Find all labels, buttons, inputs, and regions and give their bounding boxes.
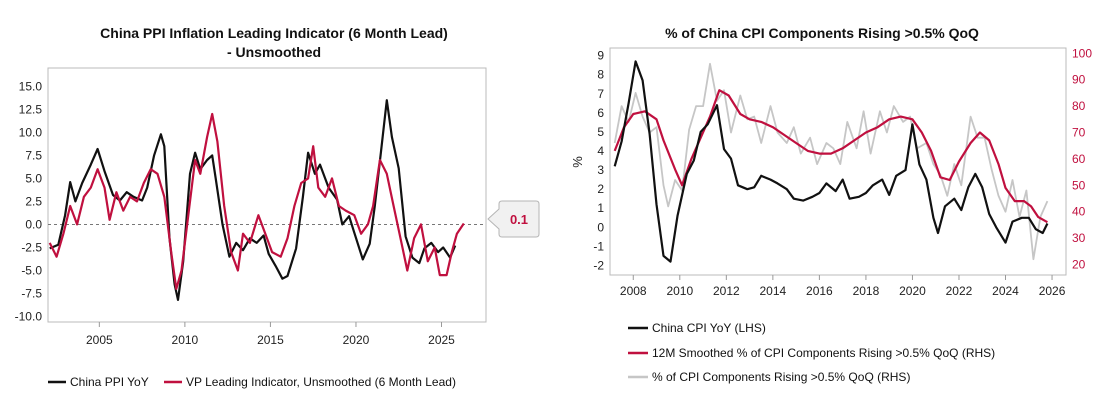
right-x-tick-label: 2016: [806, 284, 833, 298]
left-chart: China PPI Inflation Leading Indicator (6…: [15, 25, 540, 389]
right-x-tick-label: 2012: [713, 284, 740, 298]
right-chart: % of China CPI Components Rising >0.5% Q…: [570, 25, 1092, 384]
right-chart-right-y-tick-label: 40: [1072, 205, 1086, 219]
right-x-tick-label: 2010: [666, 284, 693, 298]
legend-label-vp: VP Leading Indicator, Unsmoothed (6 Mont…: [186, 375, 456, 389]
series-line-cpi-yoy: [613, 60, 1049, 263]
left-x-axis: 2005 2010 2015 2020 2025: [86, 322, 455, 347]
left-y-tick-label: 5.0: [25, 171, 42, 185]
left-x-tick-label: 2025: [428, 333, 455, 347]
left-y-axis: 15.0 12.5 10.0 7.5 5.0 2.5 0.0 -2.5 -5.0 -7.5 -10.…: [15, 79, 43, 323]
right-right-y-axis: 100 90 80 70 60 50 40 30 20: [1072, 46, 1092, 271]
right-chart-title: % of China CPI Components Rising >0.5% Q…: [665, 25, 979, 41]
right-x-tick-label: 2024: [992, 284, 1019, 298]
legend-label-raw: % of CPI Components Rising >0.5% QoQ (RH…: [652, 370, 910, 384]
right-chart-left-y-tick-label: 7: [597, 87, 604, 101]
right-x-axis: 2008 2010 2012 2014 2016 2018 2020 2022 2024 2026: [620, 275, 1066, 298]
right-chart-left-y-tick-label: 3: [597, 163, 604, 177]
right-chart-left-y-tick-label: -2: [593, 258, 604, 272]
right-chart-right-y-tick-label: 20: [1072, 257, 1086, 271]
right-chart-left-y-tick-label: 2: [597, 182, 604, 196]
right-x-tick-label: 2008: [620, 284, 647, 298]
left-series-group: [48, 99, 465, 301]
left-x-tick-label: 2015: [257, 333, 284, 347]
left-x-tick-label: 2020: [343, 333, 370, 347]
right-chart-right-y-tick-label: 100: [1072, 46, 1092, 60]
right-chart-right-y-tick-label: 80: [1072, 99, 1086, 113]
series-line-ppi: [49, 99, 457, 301]
right-y-axis-label: %: [570, 156, 585, 168]
right-x-tick-label: 2026: [1039, 284, 1066, 298]
right-chart-right-y-tick-label: 90: [1072, 73, 1086, 87]
series-line-smoothed-components: [613, 89, 1048, 224]
right-chart-right-y-tick-label: 30: [1072, 231, 1086, 245]
left-y-tick-label: -2.5: [21, 240, 42, 254]
legend-label-ppi: China PPI YoY: [70, 375, 149, 389]
right-legend: China CPI YoY (LHS) 12M Smoothed % of CP…: [628, 321, 995, 384]
legend-label-smoothed: 12M Smoothed % of CPI Components Rising …: [652, 346, 995, 360]
left-x-tick-label: 2005: [86, 333, 113, 347]
left-y-tick-label: -10.0: [15, 309, 43, 323]
right-chart-right-y-tick-label: 70: [1072, 125, 1086, 139]
legend-label-cpi: China CPI YoY (LHS): [652, 321, 766, 335]
left-y-tick-label: 2.5: [25, 194, 42, 208]
right-series-group: [613, 60, 1049, 263]
right-chart-left-y-tick-label: 6: [597, 106, 604, 120]
left-legend: China PPI YoY VP Leading Indicator, Unsm…: [48, 375, 456, 389]
left-plot-frame: [47, 67, 487, 323]
series-line-raw-components: [613, 62, 1049, 261]
right-chart-right-y-tick-label: 50: [1072, 178, 1086, 192]
left-chart-title-line2: - Unsmoothed: [227, 44, 321, 60]
right-chart-left-y-tick-label: 5: [597, 125, 604, 139]
left-y-tick-label: -7.5: [21, 286, 42, 300]
right-x-tick-label: 2018: [853, 284, 880, 298]
left-y-tick-label: 0.0: [25, 217, 42, 231]
right-x-tick-label: 2014: [760, 284, 787, 298]
right-x-tick-label: 2020: [899, 284, 926, 298]
left-y-tick-label: 15.0: [19, 79, 43, 93]
value-callout-box: [487, 200, 540, 238]
right-chart-left-y-tick-label: 0: [597, 220, 604, 234]
series-line-vp-indicator: [48, 112, 465, 290]
left-y-tick-label: -5.0: [21, 263, 42, 277]
right-chart-left-y-tick-label: 9: [597, 49, 604, 63]
right-chart-left-y-tick-label: -1: [593, 239, 604, 253]
left-y-tick-label: 10.0: [19, 125, 43, 139]
left-y-tick-label: 12.5: [19, 102, 43, 116]
right-chart-left-y-tick-label: 8: [597, 68, 604, 82]
right-x-tick-label: 2022: [946, 284, 973, 298]
value-callout: 0.1: [487, 200, 540, 238]
right-chart-right-y-tick-label: 60: [1072, 152, 1086, 166]
right-plot-frame: [609, 47, 1067, 276]
right-left-y-axis: 9 8 7 6 5 4 3 2 1 0 -1 -2: [593, 49, 604, 273]
left-chart-title-line1: China PPI Inflation Leading Indicator (6…: [100, 25, 448, 41]
value-callout-label: 0.1: [510, 212, 528, 227]
right-chart-left-y-tick-label: 1: [597, 201, 604, 215]
left-y-tick-label: 7.5: [25, 148, 42, 162]
right-chart-left-y-tick-label: 4: [597, 144, 604, 158]
left-x-tick-label: 2010: [172, 333, 199, 347]
